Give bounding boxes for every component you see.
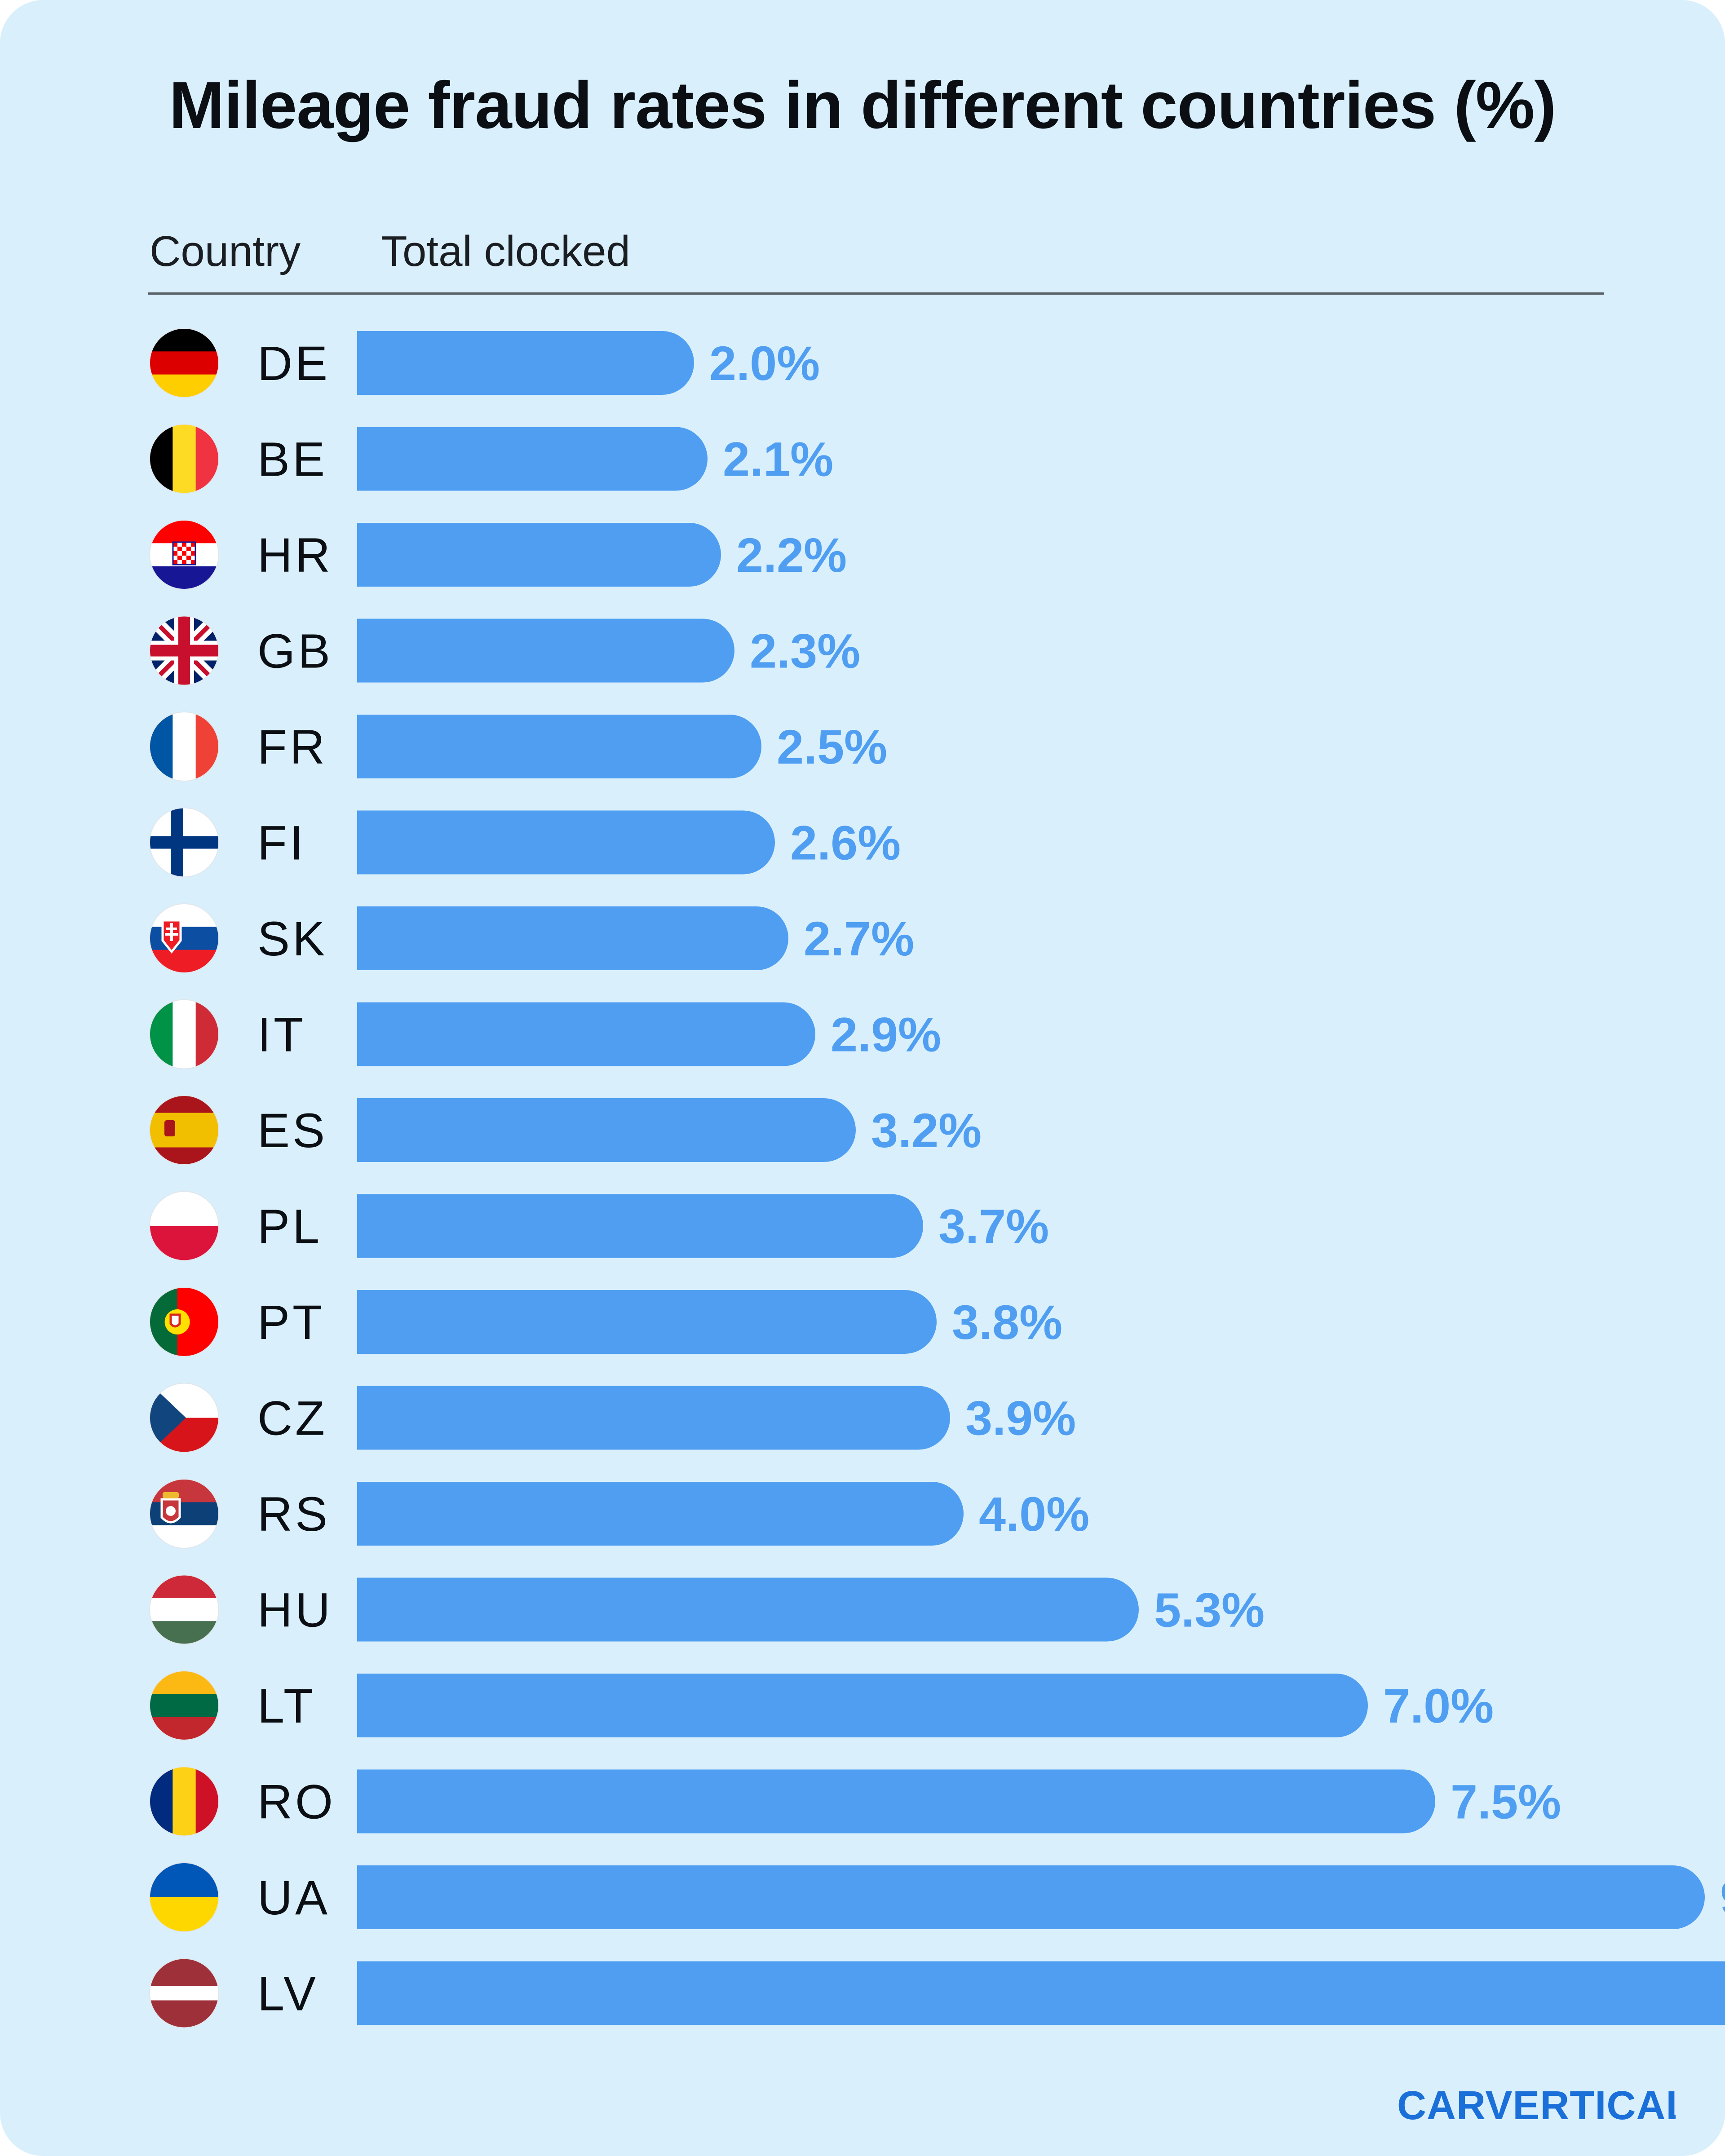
flag-border bbox=[149, 1479, 219, 1549]
value-label: 3.8% bbox=[952, 1295, 1062, 1349]
slovakia-flag-icon bbox=[150, 904, 219, 973]
flag-border bbox=[149, 1287, 219, 1357]
flag-border bbox=[149, 1191, 219, 1261]
column-header-total-clocked: Total clocked bbox=[381, 227, 630, 275]
latvia-flag-icon bbox=[150, 1958, 219, 2028]
flag-border bbox=[149, 1670, 219, 1741]
country-code: FR bbox=[257, 720, 327, 774]
value-label: 2.6% bbox=[790, 816, 901, 870]
country-code: HR bbox=[257, 528, 333, 582]
bar-hu bbox=[357, 1577, 1139, 1642]
bar-gb bbox=[357, 619, 734, 683]
country-code: LT bbox=[257, 1679, 316, 1733]
country-code: FI bbox=[257, 816, 306, 870]
flag-border bbox=[149, 520, 219, 590]
bar-es bbox=[357, 1098, 856, 1162]
value-label: 3.7% bbox=[938, 1199, 1049, 1254]
bar-it bbox=[357, 1002, 815, 1066]
country-code: UA bbox=[257, 1870, 330, 1925]
flag-border bbox=[149, 903, 219, 973]
country-code: RO bbox=[257, 1775, 336, 1829]
country-code: BE bbox=[257, 432, 327, 486]
portugal-flag-icon bbox=[150, 1287, 219, 1356]
bar-hr bbox=[357, 523, 721, 587]
bar-pt bbox=[357, 1290, 937, 1354]
value-label: 2.9% bbox=[831, 1007, 941, 1062]
brand-text: CARVERTICAL bbox=[1397, 2083, 1676, 2127]
flag-border bbox=[149, 999, 219, 1069]
column-header-country: Country bbox=[150, 227, 301, 275]
value-label: 4.0% bbox=[979, 1487, 1089, 1541]
flag-border bbox=[149, 807, 219, 878]
bar-lt bbox=[357, 1674, 1368, 1737]
bar-sk bbox=[357, 906, 788, 970]
finland-flag-icon bbox=[150, 808, 219, 877]
value-label: 7.0% bbox=[1383, 1679, 1494, 1733]
value-label: 2.5% bbox=[777, 720, 887, 774]
country-code: RS bbox=[257, 1487, 330, 1541]
bar-ro bbox=[357, 1769, 1435, 1833]
country-code: HU bbox=[257, 1583, 333, 1637]
bar-ua bbox=[357, 1865, 1705, 1929]
flag-border bbox=[149, 711, 219, 782]
header-divider bbox=[148, 292, 1604, 295]
lithuania-flag-icon bbox=[150, 1671, 219, 1740]
country-code: PT bbox=[257, 1295, 325, 1349]
country-code: IT bbox=[257, 1007, 306, 1062]
value-label: 7.5% bbox=[1451, 1775, 1561, 1829]
value-label: 9.5% bbox=[1720, 1870, 1725, 1925]
bar-de bbox=[357, 331, 694, 395]
spain-flag-icon bbox=[150, 1096, 219, 1165]
value-label: 2.1% bbox=[723, 432, 833, 486]
bar-be bbox=[357, 427, 708, 491]
italy-flag-icon bbox=[150, 999, 219, 1069]
country-code: CZ bbox=[257, 1391, 327, 1445]
country-code: GB bbox=[257, 624, 333, 678]
chart-title: Mileage fraud rates in different countri… bbox=[169, 68, 1556, 142]
flag-border bbox=[149, 328, 219, 398]
belgium-flag-icon bbox=[150, 424, 219, 494]
value-label: 2.0% bbox=[709, 336, 820, 390]
flag-border bbox=[149, 1862, 219, 1932]
value-label: 3.2% bbox=[871, 1103, 982, 1158]
value-label: 2.7% bbox=[804, 911, 914, 966]
country-code: SK bbox=[257, 911, 327, 966]
bar-cz bbox=[357, 1386, 950, 1450]
flag-border bbox=[149, 1958, 219, 2028]
country-code: DE bbox=[257, 336, 330, 390]
flag-border bbox=[149, 1383, 219, 1453]
value-label: 2.2% bbox=[736, 528, 847, 582]
bar-fi bbox=[357, 810, 775, 875]
bar-fr bbox=[357, 715, 761, 778]
flag-border bbox=[149, 1574, 219, 1645]
uk-flag-icon bbox=[150, 616, 219, 685]
bar-rs bbox=[357, 1482, 964, 1546]
flag-border bbox=[149, 1095, 219, 1165]
bar-lv bbox=[357, 1961, 1725, 2025]
value-label: 3.9% bbox=[965, 1391, 1076, 1445]
flag-border bbox=[149, 1766, 219, 1837]
bar-pl bbox=[357, 1194, 923, 1258]
value-label: 5.3% bbox=[1154, 1583, 1265, 1637]
flag-border bbox=[149, 424, 219, 494]
country-code: LV bbox=[257, 1966, 318, 2021]
flag-border bbox=[149, 615, 219, 686]
country-code: PL bbox=[257, 1199, 322, 1254]
carvertical-logo: CARVERTICAL bbox=[1397, 2083, 1676, 2127]
value-label: 2.3% bbox=[750, 624, 860, 678]
country-code: ES bbox=[257, 1103, 327, 1158]
